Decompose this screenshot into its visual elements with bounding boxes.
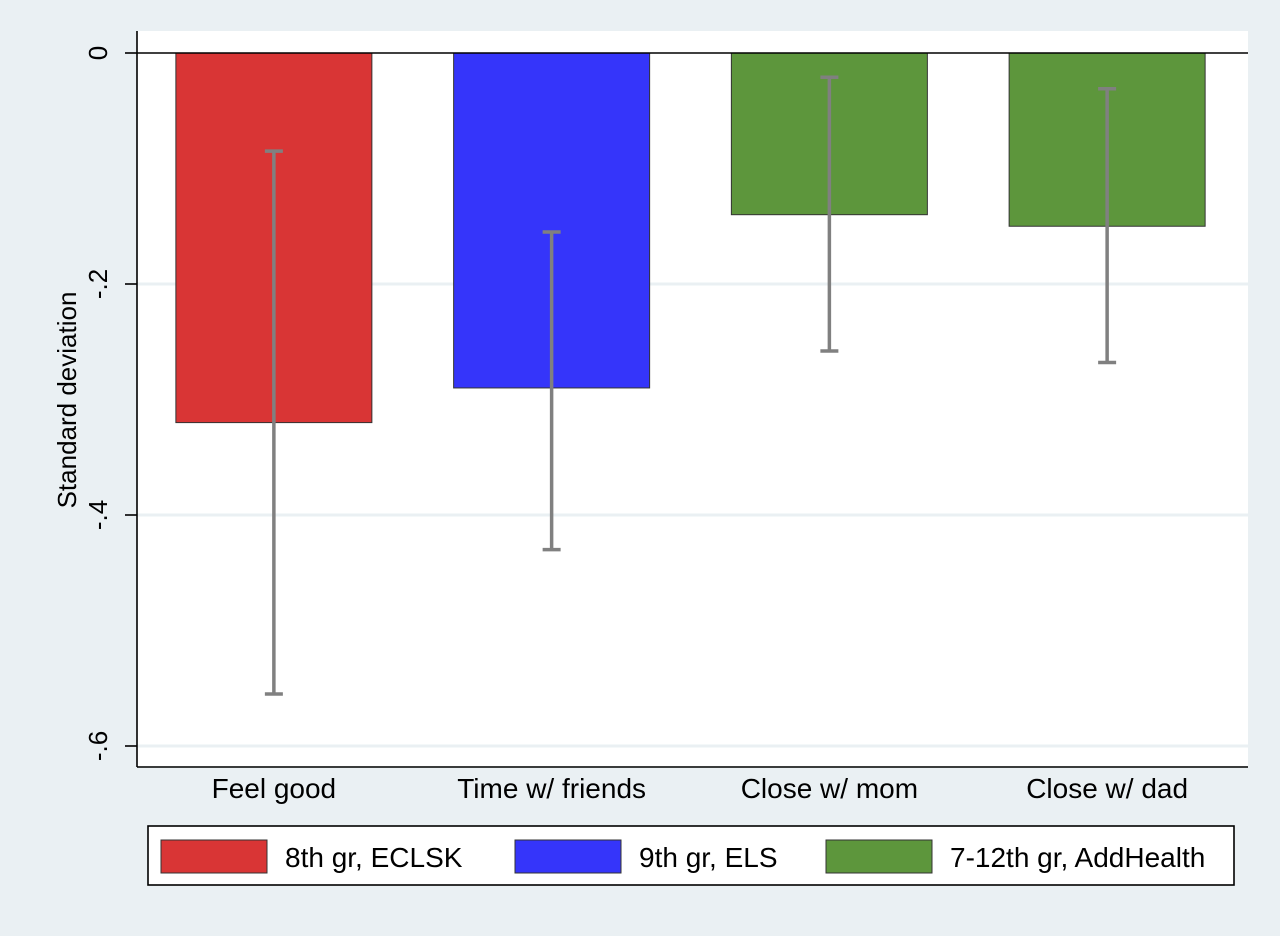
y-tick-label: -.4 <box>83 500 113 530</box>
legend-swatch <box>514 839 622 874</box>
legend-item: 8th gr, ECLSK <box>160 839 463 874</box>
legend-label: 9th gr, ELS <box>639 842 778 873</box>
error-bar <box>820 75 839 353</box>
x-tick-label: Close w/ dad <box>1026 773 1188 804</box>
legend-label: 8th gr, ECLSK <box>285 842 463 873</box>
legend-item: 7-12th gr, AddHealth <box>825 839 1205 874</box>
legend: 8th gr, ECLSK 9th gr, ELS 7-12th gr, AddHe… <box>147 825 1235 886</box>
legend-label: 7-12th gr, AddHealth <box>950 842 1205 873</box>
legend-swatch <box>825 839 933 874</box>
y-axis-label: Standard deviation <box>52 292 82 509</box>
y-tick-label: -.6 <box>83 731 113 761</box>
x-axis-labels: Feel good Time w/ friends Close w/ mom Clos… <box>212 773 1188 804</box>
error-bar <box>264 149 283 696</box>
x-tick-label: Feel good <box>212 773 337 804</box>
legend-items: 8th gr, ECLSK 9th gr, ELS 7-12th gr, AddHe… <box>160 839 1205 874</box>
error-bars <box>264 75 1117 696</box>
error-bar <box>542 230 561 552</box>
y-tick-label: -.2 <box>83 269 113 299</box>
x-tick-label: Time w/ friends <box>457 773 646 804</box>
y-tick-label: 0 <box>83 46 113 60</box>
legend-item: 9th gr, ELS <box>514 839 778 874</box>
x-tick-label: Close w/ mom <box>741 773 918 804</box>
error-bar <box>1098 87 1117 365</box>
legend-swatch <box>160 839 268 874</box>
y-axis-ticks: 0 -.2 -.4 -.6 <box>83 46 137 761</box>
legend-box <box>147 825 1235 886</box>
